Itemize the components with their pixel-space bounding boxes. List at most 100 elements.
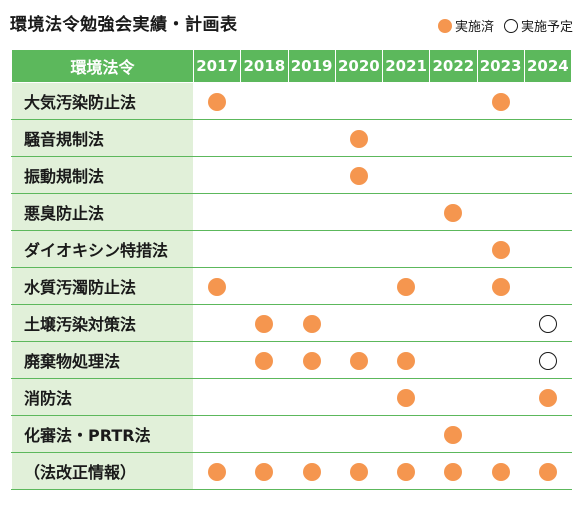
legend-done-label: 実施済 bbox=[454, 20, 494, 35]
table-row: 化審法・PRTR法 bbox=[11, 415, 573, 453]
schedule-cell bbox=[523, 193, 573, 231]
table-row: 騒音規制法 bbox=[11, 119, 573, 157]
done-mark-icon bbox=[491, 277, 510, 296]
done-mark-icon bbox=[397, 388, 416, 407]
schedule-cell bbox=[523, 156, 573, 194]
schedule-cell bbox=[240, 193, 289, 231]
done-mark-icon bbox=[538, 462, 557, 481]
schedule-cell bbox=[192, 341, 242, 379]
schedule-cell bbox=[240, 119, 289, 157]
schedule-cell bbox=[287, 452, 336, 490]
done-mark-icon bbox=[491, 92, 510, 111]
schedule-cell bbox=[476, 378, 525, 416]
column-header-law: 環境法令 bbox=[11, 49, 194, 83]
law-name: 化審法・PRTR法 bbox=[11, 415, 194, 453]
table-row: 大気汚染防止法 bbox=[11, 82, 573, 120]
legend-planned-label: 実施予定 bbox=[520, 20, 573, 35]
legend: 実施済 実施予定 bbox=[437, 16, 573, 35]
table-row: ダイオキシン特措法 bbox=[11, 230, 573, 268]
schedule-cell bbox=[381, 156, 431, 194]
schedule-cell bbox=[381, 193, 431, 231]
schedule-cell bbox=[523, 82, 573, 120]
schedule-cell bbox=[381, 267, 431, 305]
schedule-cell bbox=[381, 82, 431, 120]
law-name: 騒音規制法 bbox=[11, 119, 194, 157]
schedule-cell bbox=[476, 156, 525, 194]
schedule-cell bbox=[523, 415, 573, 453]
schedule-cell bbox=[523, 230, 573, 268]
legend-done: 実施済 bbox=[437, 16, 494, 35]
done-mark-icon bbox=[302, 351, 321, 370]
schedule-cell bbox=[381, 304, 431, 342]
schedule-cell bbox=[476, 452, 525, 490]
schedule-cell bbox=[334, 341, 384, 379]
schedule-cell bbox=[381, 341, 431, 379]
schedule-cell bbox=[429, 156, 478, 194]
schedule-cell bbox=[287, 341, 336, 379]
schedule-cell bbox=[192, 156, 242, 194]
schedule-cell bbox=[334, 156, 384, 194]
done-mark-icon bbox=[491, 240, 510, 259]
open-circle-icon bbox=[503, 18, 518, 33]
schedule-cell bbox=[192, 267, 242, 305]
schedule-cell bbox=[476, 82, 525, 120]
schedule-cell bbox=[240, 267, 289, 305]
planned-mark-icon bbox=[538, 351, 557, 370]
done-mark-icon bbox=[444, 462, 463, 481]
schedule-cell bbox=[381, 452, 431, 490]
table-body: 大気汚染防止法 騒音規制法 振動規制法 悪臭防止法 ダイオキシン特措法 水質汚濁防止法 土壌… bbox=[11, 82, 573, 490]
column-header-year: 2018 bbox=[240, 49, 289, 83]
table-row: 廃棄物処理法 bbox=[11, 341, 573, 379]
schedule-cell bbox=[476, 415, 525, 453]
schedule-cell bbox=[476, 304, 525, 342]
schedule-cell bbox=[429, 193, 478, 231]
schedule-cell bbox=[192, 193, 242, 231]
schedule-cell bbox=[240, 378, 289, 416]
schedule-cell bbox=[287, 193, 336, 231]
schedule-cell bbox=[192, 304, 242, 342]
column-header-year: 2021 bbox=[381, 49, 431, 83]
done-mark-icon bbox=[444, 425, 463, 444]
schedule-cell bbox=[240, 156, 289, 194]
schedule-cell bbox=[192, 452, 242, 490]
schedule-cell bbox=[476, 193, 525, 231]
schedule-cell bbox=[287, 230, 336, 268]
law-name: 土壌汚染対策法 bbox=[11, 304, 194, 342]
done-mark-icon bbox=[255, 351, 274, 370]
schedule-cell bbox=[287, 415, 336, 453]
schedule-cell bbox=[240, 341, 289, 379]
schedule-cell bbox=[240, 415, 289, 453]
table-row: 悪臭防止法 bbox=[11, 193, 573, 231]
column-header-year: 2023 bbox=[476, 49, 525, 83]
table-row: 消防法 bbox=[11, 378, 573, 416]
schedule-cell bbox=[476, 267, 525, 305]
planned-mark-icon bbox=[538, 314, 557, 333]
schedule-cell bbox=[476, 230, 525, 268]
law-name: ダイオキシン特措法 bbox=[11, 230, 194, 268]
law-name: 水質汚濁防止法 bbox=[11, 267, 194, 305]
schedule-cell bbox=[334, 452, 384, 490]
law-name: （法改正情報） bbox=[11, 452, 194, 490]
table-row: 土壌汚染対策法 bbox=[11, 304, 573, 342]
column-header-year: 2017 bbox=[192, 49, 242, 83]
schedule-cell bbox=[287, 304, 336, 342]
table-row: （法改正情報） bbox=[11, 452, 573, 490]
schedule-cell bbox=[334, 230, 384, 268]
done-mark-icon bbox=[349, 166, 368, 185]
page-title: 環境法令勉強会実績・計画表 bbox=[10, 15, 238, 35]
schedule-cell bbox=[240, 82, 289, 120]
schedule-cell bbox=[334, 119, 384, 157]
schedule-cell bbox=[334, 378, 384, 416]
table-row: 振動規制法 bbox=[11, 156, 573, 194]
law-name: 廃棄物処理法 bbox=[11, 341, 194, 379]
done-mark-icon bbox=[349, 462, 368, 481]
schedule-cell bbox=[192, 230, 242, 268]
done-mark-icon bbox=[302, 462, 321, 481]
schedule-cell bbox=[381, 119, 431, 157]
schedule-cell bbox=[523, 452, 573, 490]
schedule-cell bbox=[192, 378, 242, 416]
table-row: 水質汚濁防止法 bbox=[11, 267, 573, 305]
schedule-cell bbox=[381, 230, 431, 268]
done-mark-icon bbox=[349, 351, 368, 370]
filled-circle-icon bbox=[437, 18, 452, 33]
